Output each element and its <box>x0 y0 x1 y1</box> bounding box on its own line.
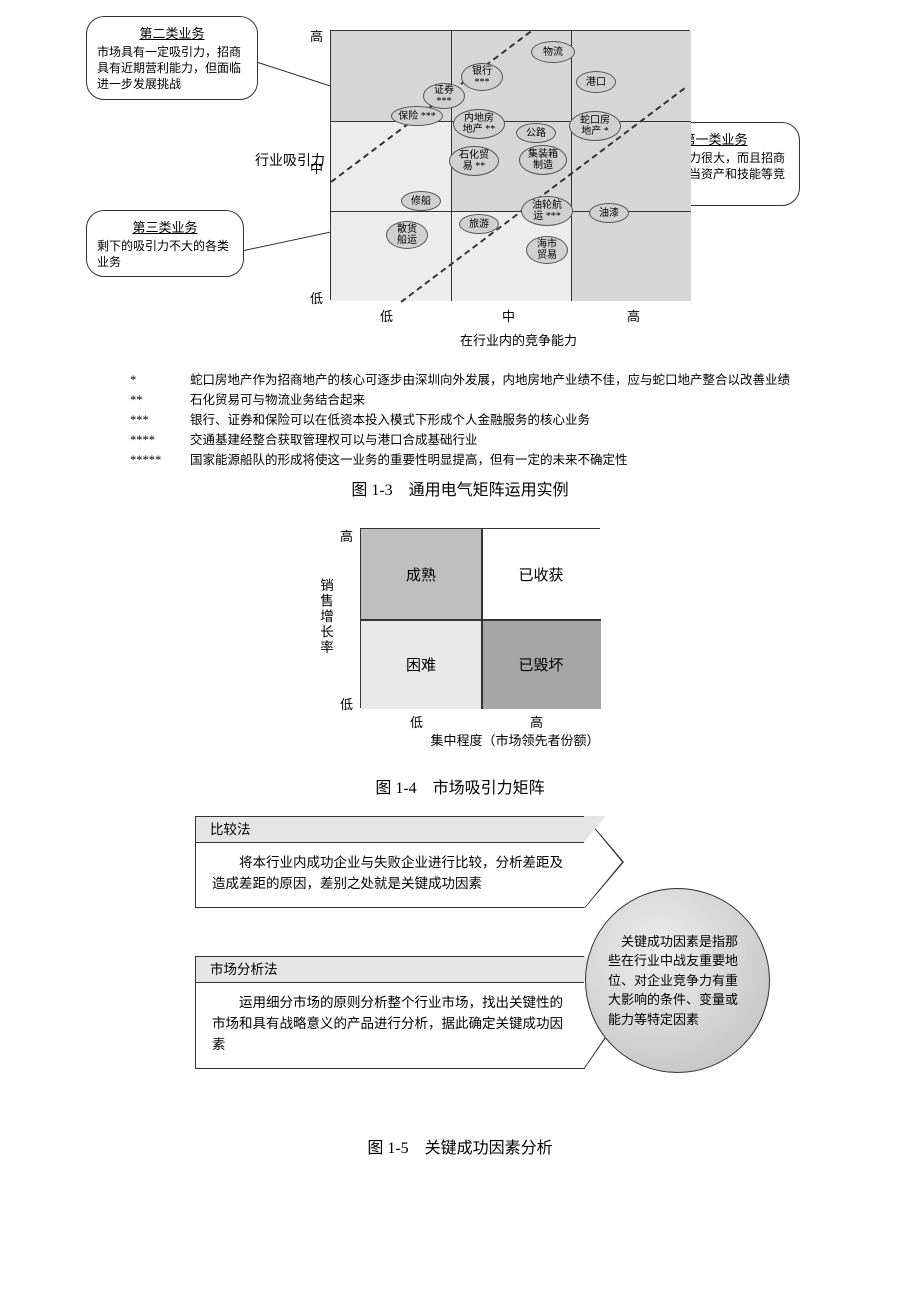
footnote-text: 国家能源船队的形成将使这一业务的重要性明显提高，但有一定的未来不确定性 <box>190 450 900 470</box>
ge-cell <box>571 211 691 301</box>
ge-node: 海市 贸易 <box>526 236 568 264</box>
mam-y-label: 销售增长率 <box>315 578 335 656</box>
ge-node: 油漆 <box>589 203 629 223</box>
footnote-text: 蛇口房地产作为招商地产的核心可逐步由深圳向外发展，内地房地产业绩不佳，应与蛇口地… <box>190 370 900 390</box>
footnote-row: *蛇口房地产作为招商地产的核心可逐步由深圳向外发展，内地房地产业绩不佳，应与蛇口… <box>130 370 900 390</box>
ksf-method-box: 比较法将本行业内成功企业与失败企业进行比较，分析差距及造成差距的原因，差别之处就… <box>195 816 585 908</box>
footnote-row: *****国家能源船队的形成将使这一业务的重要性明显提高，但有一定的未来不确定性 <box>130 450 900 470</box>
x-tick-high: 高 <box>627 306 640 325</box>
ge-node: 内地房 地产 ** <box>453 109 505 139</box>
y-tick-low: 低 <box>310 288 323 307</box>
ksf-box-title: 比较法 <box>196 817 584 843</box>
market-attractiveness-matrix: 销售增长率 高 低 成熟已收获困难已毁坏 低 高 集中程度（市场领先者份额） <box>280 518 640 768</box>
ge-node: 旅游 <box>459 214 499 234</box>
ksf-box-title: 市场分析法 <box>196 957 584 983</box>
y-tick-high: 高 <box>310 26 323 45</box>
footnote-row: ***银行、证券和保险可以在低资本投入模式下形成个人金融服务的核心业务 <box>130 410 900 430</box>
mam-x-label: 集中程度（市场领先者份额） <box>385 730 645 749</box>
mam-x-high: 高 <box>530 712 543 731</box>
footnote-mark: **** <box>130 430 190 450</box>
ge-node: 油轮航 运 *** <box>521 196 573 226</box>
footnote-text: 石化贸易可与物流业务结合起来 <box>190 390 900 410</box>
ge-node: 蛇口房 地产 * <box>569 111 621 141</box>
footnote-row: ****交通基建经整合获取管理权可以与港口合成基础行业 <box>130 430 900 450</box>
footnote-mark: * <box>130 370 190 390</box>
ksf-method-box: 市场分析法运用细分市场的原则分析整个行业市场，找出关键性的市场和具有战略意义的产… <box>195 956 585 1069</box>
callout-title: 第二类业务 <box>97 23 247 42</box>
footnote-row: **石化贸易可与物流业务结合起来 <box>130 390 900 410</box>
mam-quadrant: 困难 <box>361 619 481 709</box>
ge-node: 保险 *** <box>391 106 443 126</box>
ge-matrix-figure: 第二类业务市场具有一定吸引力，招商具有近期营利能力，但面临进一步发展挑战第一类业… <box>100 20 820 360</box>
mam-x-low: 低 <box>410 712 423 731</box>
footnote-mark: ***** <box>130 450 190 470</box>
footnote-text: 交通基建经整合获取管理权可以与港口合成基础行业 <box>190 430 900 450</box>
ge-node: 集装箱 制造 <box>519 145 567 175</box>
mam-y-high: 高 <box>340 526 353 545</box>
ksf-box-body: 将本行业内成功企业与失败企业进行比较，分析差距及造成差距的原因，差别之处就是关键… <box>196 843 584 907</box>
mam-quadrant: 成熟 <box>361 529 481 619</box>
mam-y-low: 低 <box>340 694 353 713</box>
y-axis-label: 行业吸引力 <box>255 150 325 170</box>
x-tick-low: 低 <box>380 306 393 325</box>
ge-node: 散货 船运 <box>386 221 428 249</box>
ge-node: 物流 <box>531 41 575 63</box>
ksf-circle-text: 关键成功因素是指那些在行业中战友重要地位、对企业竞争力有重大影响的条件、变量或能… <box>608 932 747 1030</box>
ksf-box-body: 运用细分市场的原则分析整个行业市场，找出关键性的市场和具有战略意义的产品进行分析… <box>196 983 584 1068</box>
ge-node: 公路 <box>516 123 556 143</box>
mam-quadrant: 已收获 <box>481 529 601 619</box>
ksf-figure: 比较法将本行业内成功企业与失败企业进行比较，分析差距及造成差距的原因，差别之处就… <box>150 816 770 1116</box>
callout-cat3: 第三类业务剩下的吸引力不大的各类业务 <box>86 210 244 277</box>
ksf-definition-circle: 关键成功因素是指那些在行业中战友重要地位、对企业竞争力有重大影响的条件、变量或能… <box>585 888 770 1073</box>
ge-footnotes: *蛇口房地产作为招商地产的核心可逐步由深圳向外发展，内地房地产业绩不佳，应与蛇口… <box>130 370 900 470</box>
footnote-mark: *** <box>130 410 190 430</box>
mam-grid: 成熟已收获困难已毁坏 <box>360 528 600 708</box>
fig15-caption: 图 1-5 关键成功因素分析 <box>20 1134 900 1158</box>
fig13-caption: 图 1-3 通用电气矩阵运用实例 <box>20 476 900 500</box>
ge-node: 港口 <box>576 71 616 93</box>
callout-desc: 市场具有一定吸引力，招商具有近期营利能力，但面临进一步发展挑战 <box>97 44 247 93</box>
ge-node: 修船 <box>401 191 441 211</box>
fig14-caption: 图 1-4 市场吸引力矩阵 <box>20 774 900 798</box>
x-tick-mid: 中 <box>502 306 515 325</box>
footnote-mark: ** <box>130 390 190 410</box>
ge-matrix-grid: 物流银行 *** 港口证券 ***保险 *** 内地房 地产 ** 公路蛇口房 地产 … <box>330 30 690 300</box>
footnote-text: 银行、证券和保险可以在低资本投入模式下形成个人金融服务的核心业务 <box>190 410 900 430</box>
callout-desc: 剩下的吸引力不大的各类业务 <box>97 238 233 270</box>
callout-title: 第三类业务 <box>97 217 233 236</box>
ge-node: 银行 *** <box>461 63 503 91</box>
mam-quadrant: 已毁坏 <box>481 619 601 709</box>
ge-node: 证券 *** <box>423 83 465 109</box>
callout-cat2: 第二类业务市场具有一定吸引力，招商具有近期营利能力，但面临进一步发展挑战 <box>86 16 258 100</box>
ge-node: 石化贸 易 ** <box>449 146 499 176</box>
x-axis-label: 在行业内的竞争能力 <box>460 330 577 349</box>
